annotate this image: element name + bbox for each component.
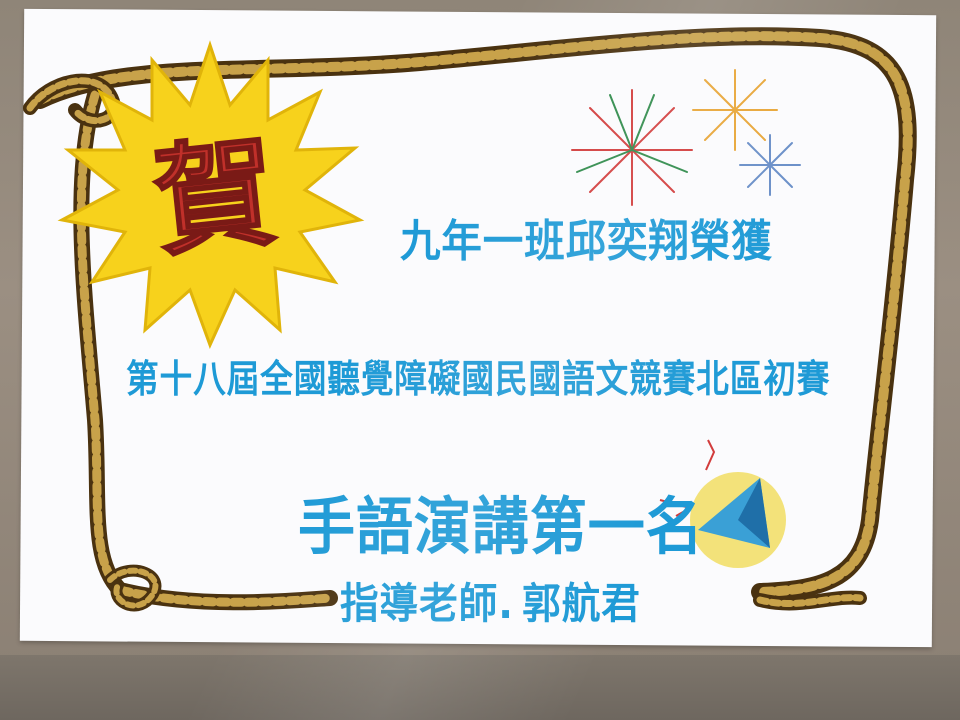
kite-icon <box>659 439 786 568</box>
firework-icon <box>571 69 801 206</box>
instructor-line: 指導老師. 郭航君 <box>340 570 641 631</box>
badge-character: 賀 <box>147 120 283 275</box>
award-title-line: 手語演講第一名 <box>298 490 704 563</box>
instructor-separator: . <box>498 579 514 628</box>
wall-background <box>0 655 960 720</box>
award-recipient-line: 九年一班邱奕翔榮獲 <box>400 216 773 267</box>
instructor-name: 郭航君 <box>522 579 641 628</box>
competition-name-line: 第十八屆全國聽覺障礙國民國語文競賽北區初賽 <box>126 357 831 401</box>
instructor-role: 指導老師 <box>340 579 499 628</box>
starburst-icon <box>57 40 365 349</box>
congratulations-badge: 賀 <box>143 120 287 275</box>
